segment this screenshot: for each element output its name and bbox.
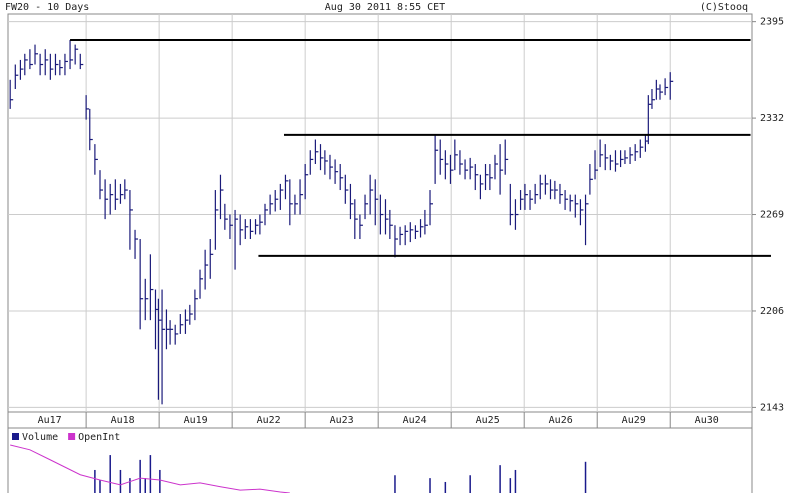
legend-label: OpenInt xyxy=(78,432,120,443)
legend-label: Volume xyxy=(22,432,58,443)
y-tick-label: 2269 xyxy=(760,210,784,221)
legend-swatch xyxy=(12,433,19,440)
x-tick-label: Au30 xyxy=(695,415,719,426)
y-tick-label: 2332 xyxy=(760,113,784,124)
x-tick-label: Au23 xyxy=(330,415,354,426)
x-tick-label: Au24 xyxy=(403,415,427,426)
x-tick-label: Au18 xyxy=(111,415,135,426)
chart-title: FW20 - 10 Days xyxy=(5,2,89,13)
x-tick-label: Au25 xyxy=(476,415,500,426)
y-tick-label: 2395 xyxy=(760,17,784,28)
x-tick-label: Au26 xyxy=(549,415,573,426)
y-tick-label: 2206 xyxy=(760,306,784,317)
source: (C)Stooq xyxy=(700,2,748,13)
x-tick-label: Au22 xyxy=(257,415,281,426)
y-tick-label: 2143 xyxy=(760,402,784,413)
openint-line xyxy=(10,444,290,493)
volume-frame xyxy=(7,427,753,493)
x-tick-label: Au29 xyxy=(622,415,646,426)
x-tick-label: Au17 xyxy=(38,415,62,426)
chart-subtitle: Aug 30 2011 8:55 CET xyxy=(325,2,445,13)
x-tick-label: Au19 xyxy=(184,415,208,426)
legend-swatch xyxy=(68,433,76,440)
